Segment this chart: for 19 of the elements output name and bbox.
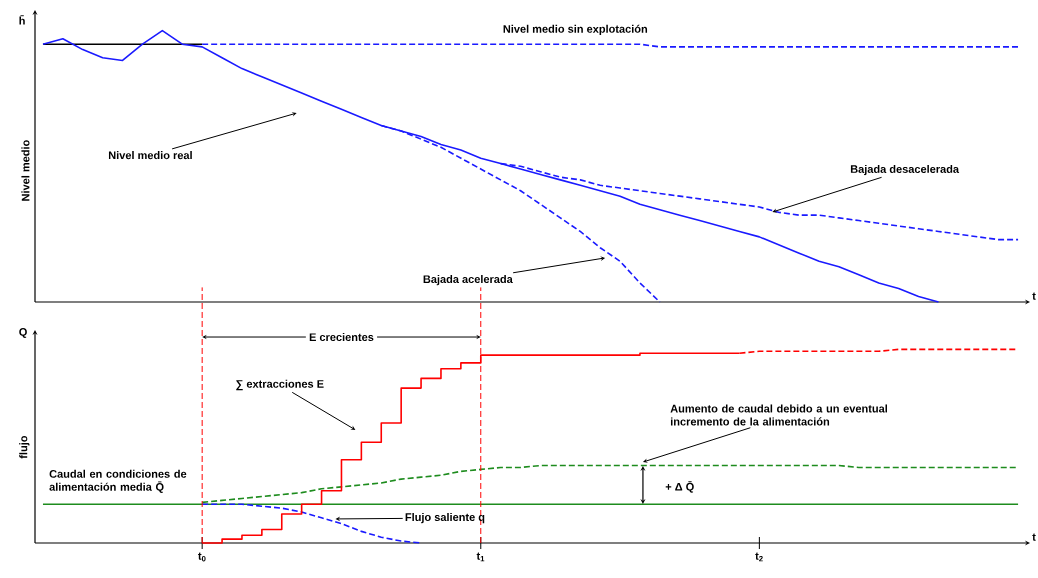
annotation: Aumento de caudal debido a un eventual incremento de la alimentación	[670, 404, 888, 426]
text: h̄	[19, 15, 25, 25]
x-tick-label: t$_{2}$	[755, 552, 763, 562]
x-tick-label: t$_{0}$	[198, 552, 206, 562]
x-tick-label: t$_{1}$	[476, 552, 485, 562]
annotation: Bajada desacelerada	[850, 164, 960, 176]
y-axis-title: Nivel medio	[21, 140, 30, 201]
annotation: Flujo saliente q	[405, 512, 485, 524]
annotation: Nivel medio sin explotación	[503, 24, 648, 36]
annotation: ∑ extracciones E	[236, 379, 324, 391]
annotation: Caudal en condiciones de alimentación media Q̄	[49, 469, 187, 493]
annotation: + Δ Q̄	[665, 481, 694, 493]
x-axis-title: t	[1032, 292, 1036, 300]
text: E crecientes	[309, 332, 374, 342]
annotation: Nivel medio real	[108, 151, 192, 160]
x-axis-title: t	[1032, 533, 1036, 541]
y-axis-title: flujo	[19, 435, 30, 459]
annotation: Bajada acelerada	[423, 274, 513, 286]
text: Q	[19, 328, 27, 338]
